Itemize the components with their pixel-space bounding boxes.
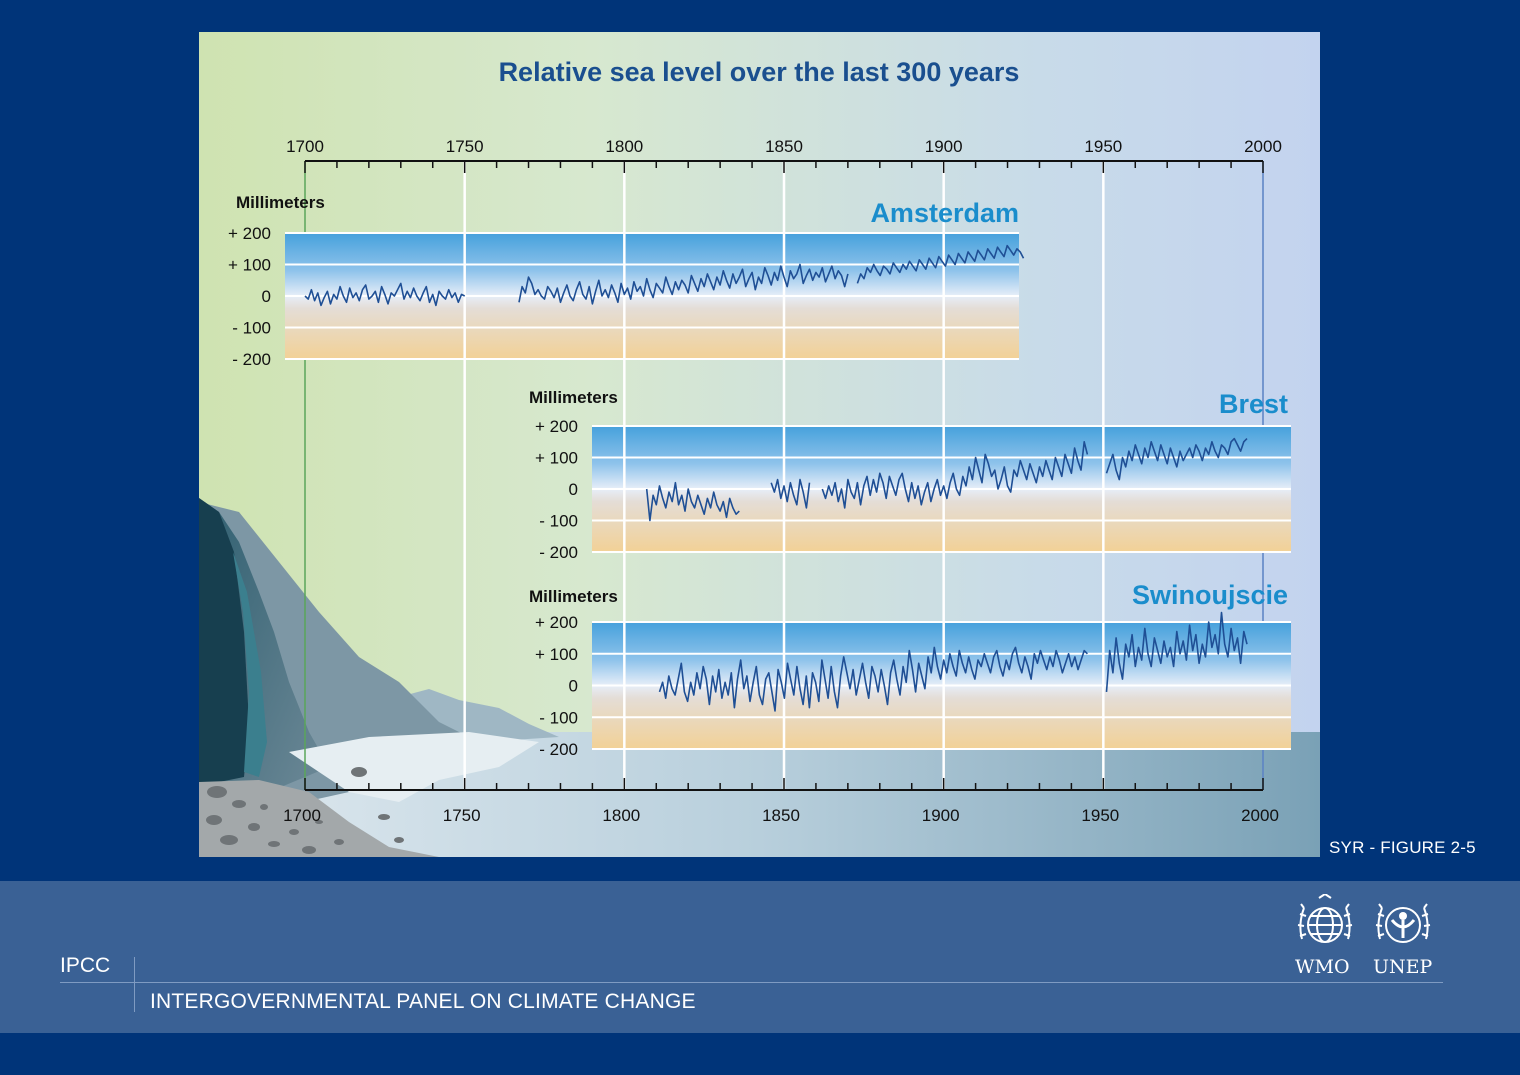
- station-name-label: Brest: [1219, 389, 1288, 419]
- figure-label: SYR - FIGURE 2-5: [1329, 838, 1476, 857]
- y-tick-label: + 100: [228, 256, 271, 275]
- y-tick-label: + 200: [535, 417, 578, 436]
- station-name-label: Amsterdam: [870, 198, 1019, 228]
- y-tick-label: - 200: [539, 740, 578, 759]
- year-tick-label: 1850: [765, 137, 803, 156]
- y-axis-unit-label: Millimeters: [236, 193, 325, 212]
- cliff-shadow: [199, 498, 249, 784]
- y-tick-label: 0: [569, 480, 578, 499]
- y-axis-unit-label: Millimeters: [529, 587, 618, 606]
- year-tick-label: 1950: [1081, 806, 1119, 825]
- year-tick-label: 2000: [1244, 137, 1282, 156]
- wmo-label: WMO: [1295, 956, 1350, 978]
- station-panel-amsterdam: + 200 + 100 0 - 100 - 200 Millimeters Amsterda…: [228, 193, 1025, 369]
- unep-logo-icon: [1375, 903, 1431, 943]
- year-tick-label: 1800: [602, 806, 640, 825]
- y-tick-label: + 200: [228, 224, 271, 243]
- series-line-amsterdam-1: [518, 263, 849, 305]
- beach: [199, 780, 439, 857]
- series-line-swinoujscie-1: [1105, 611, 1248, 692]
- bottom-year-axis: 1700 1750 1800 1850 1900 1950 2000: [283, 778, 1279, 825]
- year-tick-label: 1750: [446, 137, 484, 156]
- year-tick-label: 1900: [922, 806, 960, 825]
- beach-pebbles: [206, 767, 404, 854]
- year-tick-label: 1750: [443, 806, 481, 825]
- y-tick-label: 0: [569, 677, 578, 696]
- y-tick-label: + 200: [535, 613, 578, 632]
- footer-vertical-divider: [134, 957, 135, 1012]
- y-tick-label: - 100: [539, 708, 578, 727]
- unep-label: UNEP: [1373, 956, 1433, 978]
- footer-divider: [60, 982, 1443, 983]
- footer-band: [0, 881, 1520, 1033]
- surf: [289, 732, 539, 802]
- year-tick-label: 1700: [286, 137, 324, 156]
- station-panel-brest: + 200 + 100 0 - 100 - 200 Millimeters Brest: [529, 388, 1291, 562]
- series-line-brest-1: [770, 478, 811, 509]
- ipcc-abbreviation: IPCC: [60, 954, 111, 977]
- y-tick-label: 0: [262, 287, 271, 306]
- y-axis-unit-label: Millimeters: [529, 388, 618, 407]
- year-tick-label: 2000: [1241, 806, 1279, 825]
- y-tick-label: + 100: [535, 449, 578, 468]
- sea-level-chart: 1700 1750 1800 1850 1900 1950 2000 1700 1750 180…: [199, 32, 1320, 857]
- y-tick-label: - 100: [232, 319, 271, 338]
- year-tick-label: 1850: [762, 806, 800, 825]
- year-tick-label: 1900: [925, 137, 963, 156]
- chart-title: Relative sea level over the last 300 yea…: [499, 57, 1020, 87]
- year-tick-label: 1950: [1084, 137, 1122, 156]
- series-line-amsterdam-0: [304, 282, 466, 307]
- ipcc-full-name: INTERGOVERNMENTAL PANEL ON CLIMATE CHANG…: [150, 990, 696, 1013]
- series-line-amsterdam-2: [856, 244, 1025, 284]
- station-name-label: Swinoujscie: [1132, 580, 1288, 610]
- station-panels: + 200 + 100 0 - 100 - 200 Millimeters Amsterda…: [228, 193, 1291, 759]
- series-line-brest-3: [1105, 437, 1248, 481]
- y-tick-label: - 200: [232, 350, 271, 369]
- station-panel-swinoujscie: + 200 + 100 0 - 100 - 200 Millimeters Swinoujs…: [529, 580, 1291, 759]
- top-year-axis: 1700 1750 1800 1850 1900 1950 2000: [286, 137, 1282, 173]
- y-tick-label: + 100: [535, 645, 578, 664]
- cliff-face: [233, 552, 267, 777]
- coastal-scenery-illustration: [199, 498, 1320, 857]
- year-tick-label: 1800: [605, 137, 643, 156]
- series-line-brest-0: [645, 481, 740, 522]
- wmo-logo-icon: [1297, 894, 1353, 943]
- series-line-swinoujscie-0: [658, 646, 1088, 712]
- series-line-brest-2: [821, 440, 1089, 509]
- y-tick-label: - 200: [539, 543, 578, 562]
- year-tick-label: 1700: [283, 806, 321, 825]
- y-tick-label: - 100: [539, 512, 578, 531]
- chart-panel: 1700 1750 1800 1850 1900 1950 2000 1700 1750 180…: [199, 32, 1320, 857]
